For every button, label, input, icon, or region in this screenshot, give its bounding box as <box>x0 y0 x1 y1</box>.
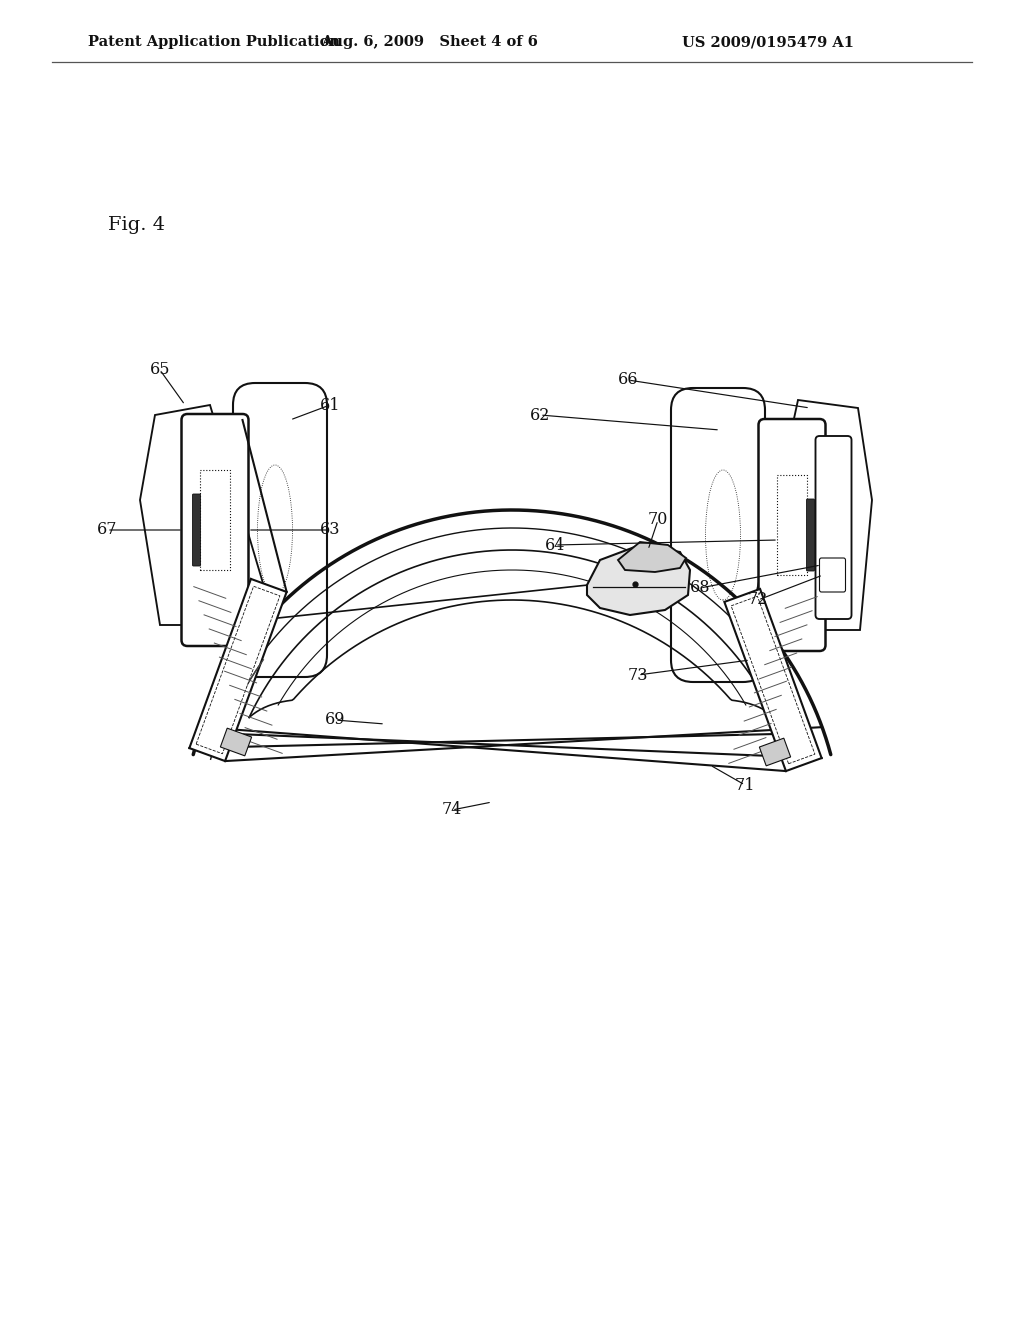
FancyBboxPatch shape <box>200 470 230 570</box>
Polygon shape <box>731 597 815 764</box>
FancyBboxPatch shape <box>759 418 825 651</box>
Text: 64: 64 <box>545 536 565 553</box>
FancyBboxPatch shape <box>777 475 807 576</box>
Polygon shape <box>220 729 252 756</box>
Text: 69: 69 <box>325 711 345 729</box>
Text: 70: 70 <box>648 511 669 528</box>
FancyBboxPatch shape <box>193 494 201 566</box>
Ellipse shape <box>257 465 293 595</box>
Polygon shape <box>140 405 265 624</box>
Polygon shape <box>755 400 872 630</box>
FancyBboxPatch shape <box>819 558 846 591</box>
Text: 65: 65 <box>150 362 170 379</box>
Polygon shape <box>760 738 791 766</box>
Polygon shape <box>618 543 686 572</box>
FancyBboxPatch shape <box>671 388 765 682</box>
Text: Aug. 6, 2009   Sheet 4 of 6: Aug. 6, 2009 Sheet 4 of 6 <box>322 36 539 49</box>
Text: Patent Application Publication: Patent Application Publication <box>88 36 340 49</box>
Text: 62: 62 <box>529 407 550 424</box>
Text: 63: 63 <box>319 521 340 539</box>
Ellipse shape <box>706 470 740 601</box>
Polygon shape <box>587 545 690 615</box>
Text: 73: 73 <box>628 667 648 684</box>
Text: 61: 61 <box>319 396 340 413</box>
Polygon shape <box>189 579 287 762</box>
FancyBboxPatch shape <box>181 414 249 645</box>
Polygon shape <box>724 589 821 771</box>
Text: Fig. 4: Fig. 4 <box>108 216 165 234</box>
FancyBboxPatch shape <box>807 499 814 572</box>
FancyBboxPatch shape <box>233 383 327 677</box>
Text: 67: 67 <box>96 521 118 539</box>
Text: 66: 66 <box>617 371 638 388</box>
Text: US 2009/0195479 A1: US 2009/0195479 A1 <box>682 36 854 49</box>
Text: 71: 71 <box>735 776 756 793</box>
Text: 74: 74 <box>441 801 462 818</box>
Text: 68: 68 <box>690 579 711 597</box>
Text: 72: 72 <box>748 591 768 609</box>
FancyBboxPatch shape <box>815 436 852 619</box>
Polygon shape <box>197 586 280 754</box>
